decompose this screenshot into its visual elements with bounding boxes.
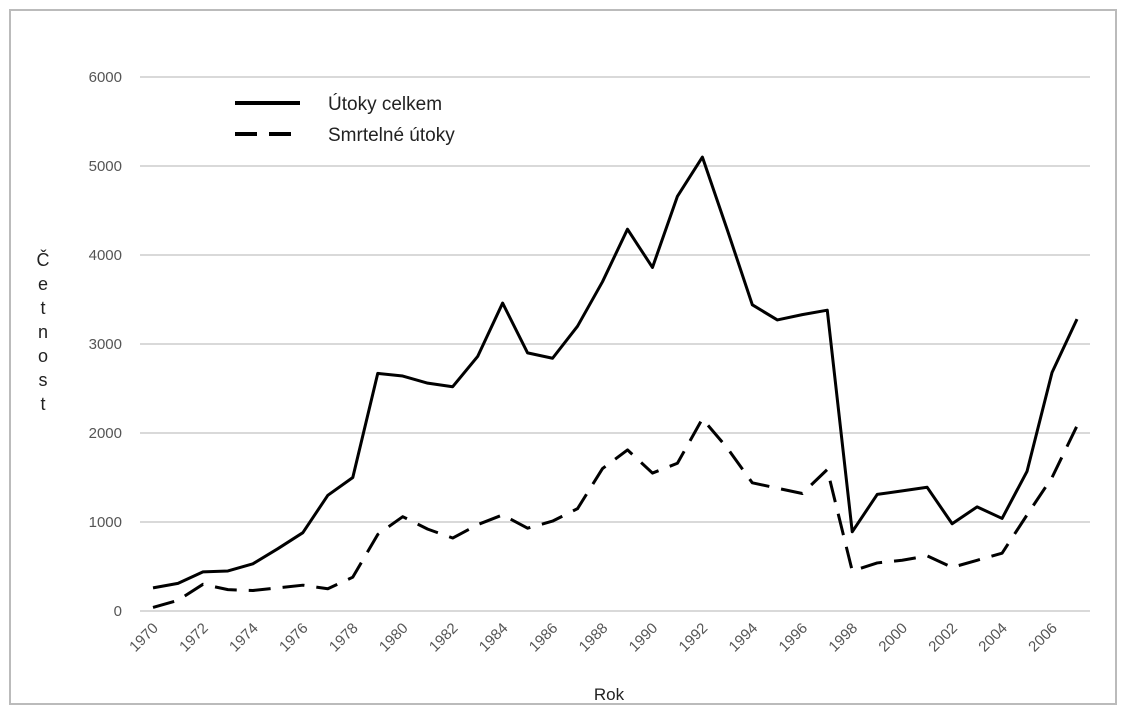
y-tick-label: 2000 [89, 425, 122, 442]
legend-label: Smrtelné útoky [328, 125, 455, 146]
y-tick-label: 6000 [89, 69, 122, 86]
x-axis-label: Rok [594, 685, 625, 704]
x-tick-label: 1978 [326, 620, 362, 656]
x-tick-label: 2004 [975, 620, 1011, 656]
legend-label: Útoky celkem [328, 93, 442, 115]
x-tick-label: 1988 [576, 620, 612, 656]
y-axis-label: Četnost [33, 250, 53, 418]
x-tick-label: 1996 [776, 620, 812, 656]
series-line [152, 155, 1079, 590]
x-tick-label: 1994 [726, 620, 762, 656]
x-tick-label: 1998 [825, 620, 861, 656]
x-tick-label: 1984 [476, 620, 512, 656]
x-tick-label: 1970 [126, 620, 162, 656]
y-tick-label: 5000 [89, 158, 122, 175]
x-tick-label: 1992 [676, 620, 712, 656]
y-tick-label: 3000 [89, 336, 122, 353]
x-tick-label: 2006 [1025, 620, 1061, 656]
x-tick-label: 1976 [276, 620, 312, 656]
x-tick-label: 1972 [176, 620, 212, 656]
y-tick-label: 0 [114, 603, 122, 620]
series-line [152, 417, 1079, 609]
frame [9, 9, 1117, 705]
x-tick-label: 1974 [226, 620, 262, 656]
x-tick-label: 1990 [626, 620, 662, 656]
x-tick-label: 2000 [875, 620, 911, 656]
x-tick-label: 1982 [426, 620, 462, 656]
x-tick-label: 2002 [925, 620, 961, 656]
x-tick-label: 1986 [526, 620, 562, 656]
y-tick-label: 4000 [89, 247, 122, 264]
y-tick-label: 1000 [89, 514, 122, 531]
x-tick-label: 1980 [376, 620, 412, 656]
